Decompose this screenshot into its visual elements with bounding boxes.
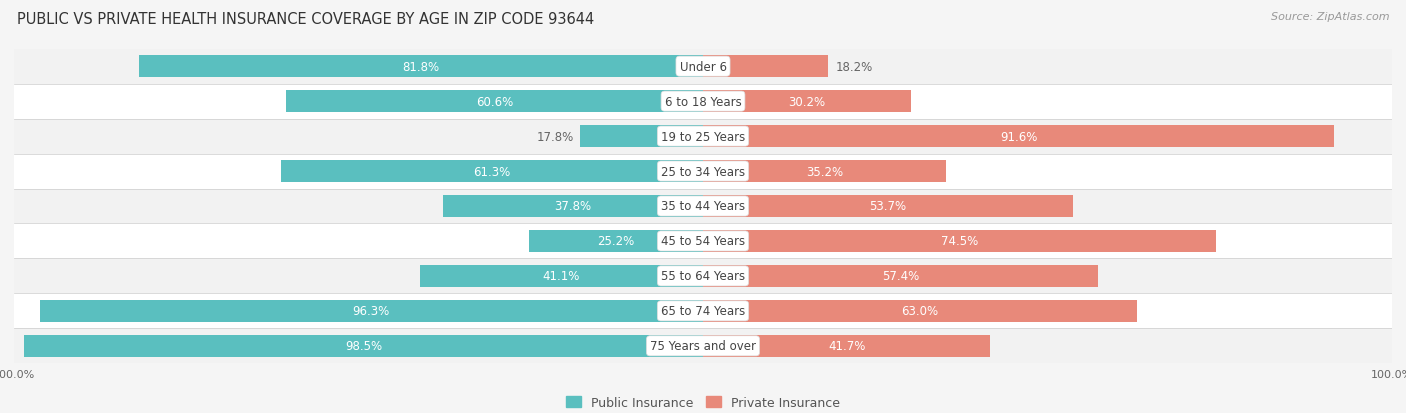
Text: 41.1%: 41.1% bbox=[543, 270, 581, 283]
Bar bbox=[703, 196, 1073, 217]
Text: 30.2%: 30.2% bbox=[789, 95, 825, 108]
Bar bbox=[285, 91, 703, 113]
Bar bbox=[703, 126, 1334, 147]
FancyBboxPatch shape bbox=[14, 294, 1392, 329]
Text: 65 to 74 Years: 65 to 74 Years bbox=[661, 305, 745, 318]
Text: 60.6%: 60.6% bbox=[475, 95, 513, 108]
Text: 74.5%: 74.5% bbox=[941, 235, 979, 248]
FancyBboxPatch shape bbox=[14, 84, 1392, 119]
Text: 45 to 54 Years: 45 to 54 Years bbox=[661, 235, 745, 248]
Bar bbox=[703, 300, 1137, 322]
Bar bbox=[703, 266, 1098, 287]
Text: 17.8%: 17.8% bbox=[536, 130, 574, 143]
Bar bbox=[281, 161, 703, 183]
Text: 98.5%: 98.5% bbox=[344, 339, 382, 352]
Text: 25 to 34 Years: 25 to 34 Years bbox=[661, 165, 745, 178]
Legend: Public Insurance, Private Insurance: Public Insurance, Private Insurance bbox=[561, 391, 845, 413]
FancyBboxPatch shape bbox=[14, 259, 1392, 294]
Text: 57.4%: 57.4% bbox=[882, 270, 920, 283]
Text: 41.7%: 41.7% bbox=[828, 339, 865, 352]
Bar bbox=[703, 230, 1216, 252]
Text: 25.2%: 25.2% bbox=[598, 235, 636, 248]
Text: 37.8%: 37.8% bbox=[554, 200, 592, 213]
Text: 6 to 18 Years: 6 to 18 Years bbox=[665, 95, 741, 108]
Text: Source: ZipAtlas.com: Source: ZipAtlas.com bbox=[1271, 12, 1389, 22]
FancyBboxPatch shape bbox=[14, 154, 1392, 189]
Text: 81.8%: 81.8% bbox=[402, 61, 440, 74]
Text: 75 Years and over: 75 Years and over bbox=[650, 339, 756, 352]
Text: 55 to 64 Years: 55 to 64 Years bbox=[661, 270, 745, 283]
Bar bbox=[139, 56, 703, 78]
Bar bbox=[39, 300, 703, 322]
Text: Under 6: Under 6 bbox=[679, 61, 727, 74]
Bar bbox=[420, 266, 703, 287]
FancyBboxPatch shape bbox=[14, 329, 1392, 363]
Bar bbox=[703, 91, 911, 113]
Bar bbox=[703, 335, 990, 357]
Text: 18.2%: 18.2% bbox=[835, 61, 873, 74]
Bar bbox=[703, 161, 945, 183]
Bar bbox=[703, 56, 828, 78]
Bar bbox=[24, 335, 703, 357]
Text: 35.2%: 35.2% bbox=[806, 165, 842, 178]
Text: 91.6%: 91.6% bbox=[1000, 130, 1038, 143]
FancyBboxPatch shape bbox=[14, 189, 1392, 224]
Text: PUBLIC VS PRIVATE HEALTH INSURANCE COVERAGE BY AGE IN ZIP CODE 93644: PUBLIC VS PRIVATE HEALTH INSURANCE COVER… bbox=[17, 12, 595, 27]
Bar bbox=[581, 126, 703, 147]
Bar bbox=[443, 196, 703, 217]
Text: 61.3%: 61.3% bbox=[474, 165, 510, 178]
Bar bbox=[530, 230, 703, 252]
Text: 63.0%: 63.0% bbox=[901, 305, 939, 318]
Text: 19 to 25 Years: 19 to 25 Years bbox=[661, 130, 745, 143]
Text: 35 to 44 Years: 35 to 44 Years bbox=[661, 200, 745, 213]
FancyBboxPatch shape bbox=[14, 119, 1392, 154]
FancyBboxPatch shape bbox=[14, 50, 1392, 84]
FancyBboxPatch shape bbox=[14, 224, 1392, 259]
Text: 53.7%: 53.7% bbox=[869, 200, 907, 213]
Text: 96.3%: 96.3% bbox=[353, 305, 389, 318]
